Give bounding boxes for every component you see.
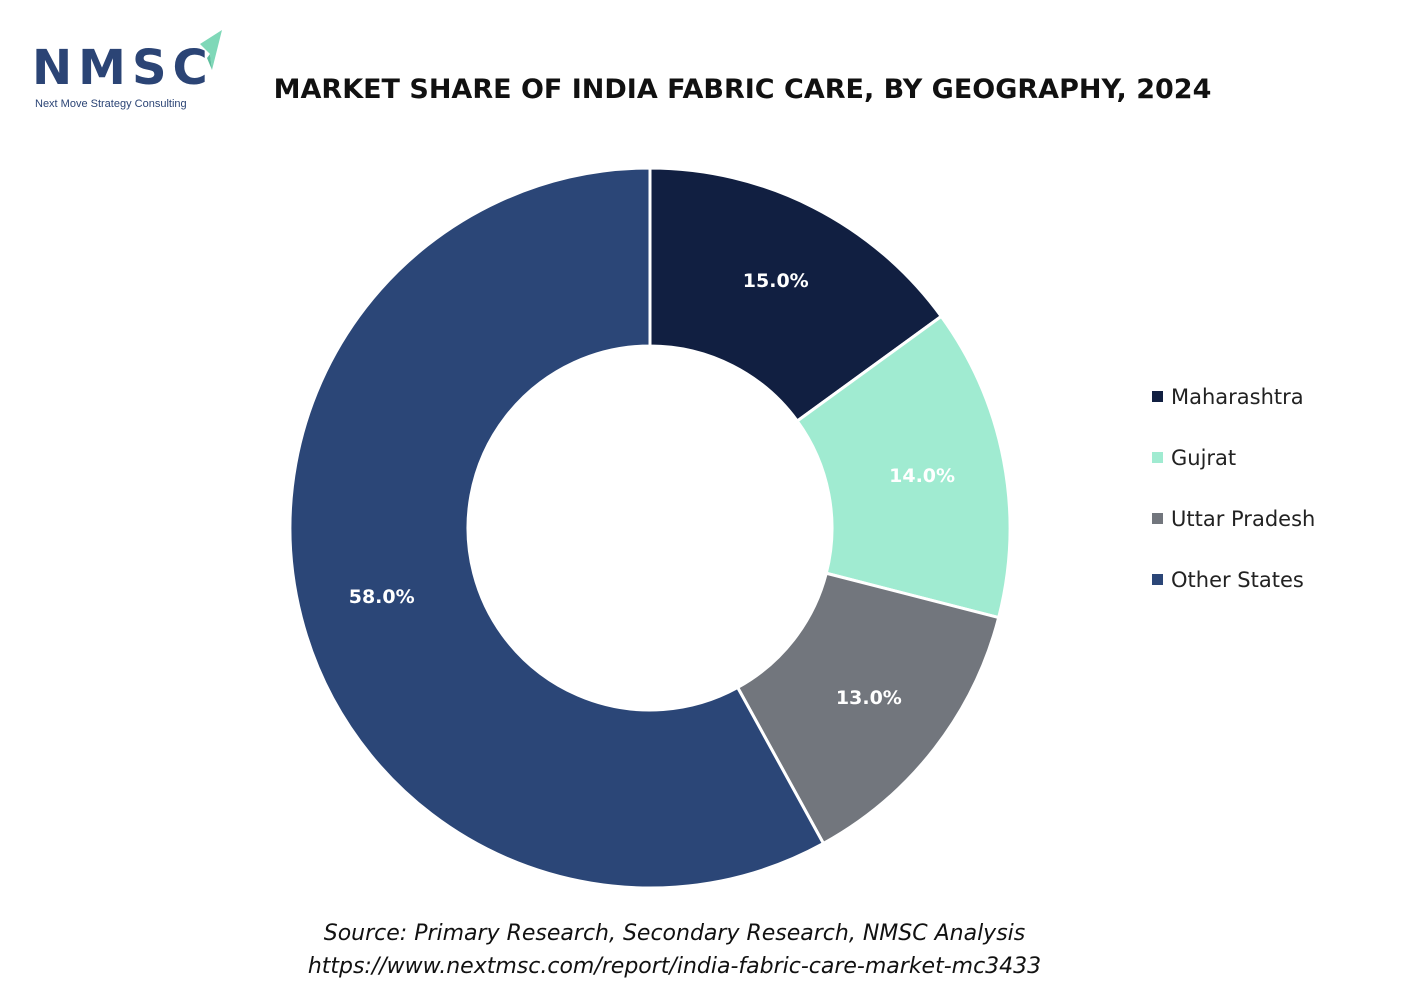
donut-slice-uttar-pradesh (735, 571, 1001, 846)
source-note: Source: Primary Research, Secondary Rese… (323, 921, 1026, 946)
legend-swatch (1152, 452, 1163, 463)
legend-item-uttar-pradesh: Uttar Pradesh (1152, 488, 1315, 549)
data-label-maharashtra: 15.0% (743, 270, 809, 292)
logo-wordmark: NMSC (32, 40, 214, 96)
legend-label: Gujrat (1171, 445, 1237, 470)
donut-slice-other-states (288, 166, 826, 890)
legend-item-gujrat: Gujrat (1152, 427, 1315, 488)
paper-plane-arrow-icon (200, 30, 222, 70)
legend-swatch (1152, 391, 1163, 402)
data-label-uttar-pradesh: 13.0% (836, 687, 902, 709)
chart-legend: Maharashtra Gujrat Uttar Pradesh Other S… (1152, 366, 1315, 610)
donut-slice-maharashtra (648, 166, 944, 424)
data-label-gujrat: 14.0% (889, 465, 955, 487)
data-label-other-states: 58.0% (349, 586, 415, 608)
legend-swatch (1152, 513, 1163, 524)
legend-item-other-states: Other States (1152, 549, 1315, 610)
legend-label: Other States (1171, 567, 1304, 592)
legend-item-maharashtra: Maharashtra (1152, 366, 1315, 427)
legend-label: Maharashtra (1171, 384, 1304, 409)
donut-slice-gujrat (795, 314, 1012, 620)
legend-label: Uttar Pradesh (1171, 506, 1316, 531)
logo-tagline: Next Move Strategy Consulting (35, 98, 187, 110)
chart-title: MARKET SHARE OF INDIA FABRIC CARE, BY GE… (273, 74, 1212, 105)
nmsc-logo: NMSC Next Move Strategy Consulting (32, 30, 232, 115)
report-url: https://www.nextmsc.com/report/india-fab… (307, 954, 1042, 979)
legend-swatch (1152, 574, 1163, 585)
